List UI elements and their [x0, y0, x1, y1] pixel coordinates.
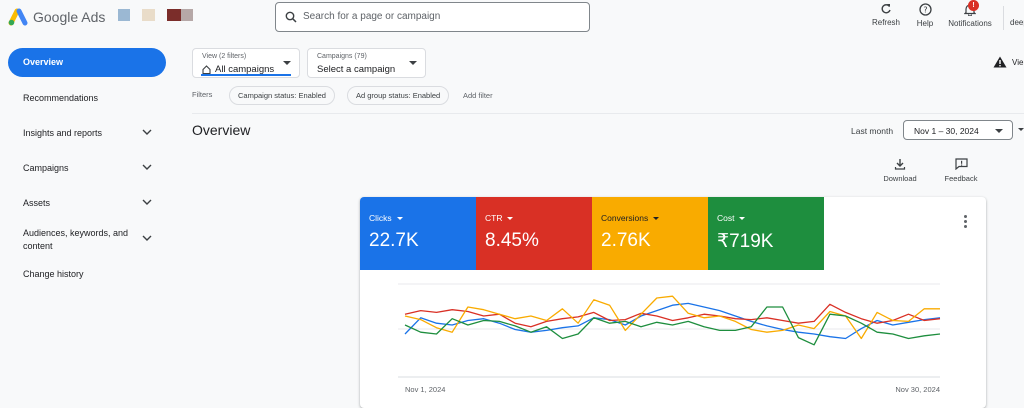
- filters-label: Filters: [192, 90, 213, 99]
- series-line-4: [404, 306, 941, 346]
- dropdown-arrow-icon: [283, 61, 291, 65]
- view-caption: View (2 filters): [202, 53, 247, 60]
- caret-down-icon: [653, 217, 660, 221]
- divider: [192, 113, 1024, 114]
- divider: [1003, 6, 1004, 30]
- help-button[interactable]: ? Help: [912, 3, 938, 28]
- sidebar-item-audiences[interactable]: Audiences, keywords, and content: [8, 225, 166, 255]
- metric-value: ₹719K: [717, 231, 774, 252]
- swatch-2: [142, 9, 155, 21]
- refresh-icon: [881, 4, 891, 14]
- swatch-1: [118, 9, 130, 21]
- swatch-3: [167, 9, 181, 21]
- home-icon: [202, 65, 211, 74]
- help-icon: ?: [918, 3, 932, 16]
- user-name[interactable]: deep: [1010, 18, 1024, 27]
- swatch-4: [181, 9, 193, 21]
- chevron-down-icon: [142, 199, 152, 205]
- brand-name: Google Ads: [33, 9, 106, 25]
- performance-card: Clicks 22.7K CTR 8.45% Conversions 2.76K…: [360, 197, 986, 408]
- feedback-button[interactable]: Feedback: [940, 158, 982, 183]
- date-range-label: Last month: [851, 126, 894, 136]
- caret-down-icon: [739, 217, 746, 221]
- search-placeholder: Search for a page or campaign: [303, 11, 441, 22]
- chevron-down-icon[interactable]: [1018, 128, 1024, 131]
- view-selector[interactable]: View (2 filters) All campaigns: [192, 48, 300, 78]
- campaign-selector[interactable]: Campaigns (79) Select a campaign: [307, 48, 426, 78]
- alert-link[interactable]: Vie: [1012, 58, 1024, 67]
- download-button[interactable]: Download: [879, 158, 921, 183]
- performance-line-chart: Nov 1, 2024 Nov 30, 2024: [398, 283, 941, 394]
- view-value: All campaigns: [215, 64, 275, 75]
- sidebar-item-insights[interactable]: Insights and reports: [8, 119, 166, 148]
- series-line-2: [404, 303, 941, 328]
- sidebar-item-overview[interactable]: Overview: [8, 48, 166, 77]
- filter-chip-campaign-status[interactable]: Campaign status: Enabled: [229, 86, 335, 105]
- sidebar-item-assets[interactable]: Assets: [8, 189, 166, 218]
- active-underline: [201, 74, 291, 76]
- add-filter-button[interactable]: Add filter: [463, 91, 493, 100]
- google-ads-logo[interactable]: [8, 7, 28, 27]
- warning-icon: [993, 56, 1007, 68]
- chevron-down-icon: [142, 129, 152, 135]
- series-line-3: [404, 295, 940, 340]
- notification-badge: !: [968, 0, 979, 11]
- metric-value: 22.7K: [369, 230, 419, 251]
- filter-chip-ad-group-status[interactable]: Ad group status: Enabled: [347, 86, 450, 105]
- dropdown-arrow-icon: [995, 129, 1003, 133]
- search-input[interactable]: Search for a page or campaign: [275, 2, 590, 32]
- top-bar: Google Ads Search for a page or campaign…: [0, 0, 1024, 38]
- svg-text:?: ?: [923, 5, 927, 14]
- sidebar-item-recommendations[interactable]: Recommendations: [23, 93, 99, 103]
- metric-value: 8.45%: [485, 230, 539, 251]
- page-title: Overview: [192, 122, 251, 138]
- feedback-icon: [954, 158, 968, 170]
- refresh-button[interactable]: Refresh: [871, 3, 901, 27]
- dropdown-arrow-icon: [409, 61, 417, 65]
- metric-tile-conversions[interactable]: Conversions 2.76K: [592, 197, 708, 270]
- sidebar-item-change-history[interactable]: Change history: [23, 269, 84, 279]
- date-range-selector[interactable]: Nov 1 – 30, 2024: [903, 120, 1013, 140]
- metric-tile-ctr[interactable]: CTR 8.45%: [476, 197, 592, 270]
- caret-down-icon: [396, 217, 403, 221]
- chevron-down-icon: [142, 164, 152, 170]
- search-icon: [285, 11, 297, 23]
- campaign-value: Select a campaign: [317, 64, 396, 75]
- metric-tile-cost[interactable]: Cost ₹719K: [708, 197, 824, 270]
- metric-tile-clicks[interactable]: Clicks 22.7K: [360, 197, 476, 270]
- x-tick-label-end: Nov 30, 2024: [895, 385, 940, 394]
- x-tick-label-start: Nov 1, 2024: [405, 385, 445, 394]
- series-layer: [404, 295, 941, 346]
- campaign-caption: Campaigns (79): [317, 53, 367, 60]
- chevron-down-icon: [142, 235, 152, 241]
- caret-down-icon: [507, 217, 514, 221]
- download-icon: [894, 159, 906, 170]
- sidebar-item-campaigns[interactable]: Campaigns: [8, 154, 166, 183]
- metric-value: 2.76K: [601, 230, 651, 251]
- more-options-icon[interactable]: [964, 215, 967, 230]
